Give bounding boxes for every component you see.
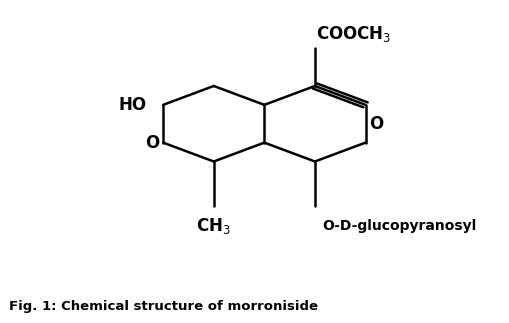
Text: O: O: [145, 134, 159, 152]
Text: HO: HO: [118, 96, 146, 114]
Text: COOCH$_3$: COOCH$_3$: [316, 24, 391, 44]
Text: Fig. 1: Chemical structure of morroniside: Fig. 1: Chemical structure of morronisid…: [9, 299, 317, 313]
Text: O-D-glucopyranosyl: O-D-glucopyranosyl: [322, 219, 475, 233]
Text: CH$_3$: CH$_3$: [196, 216, 231, 236]
Text: O: O: [369, 115, 383, 133]
